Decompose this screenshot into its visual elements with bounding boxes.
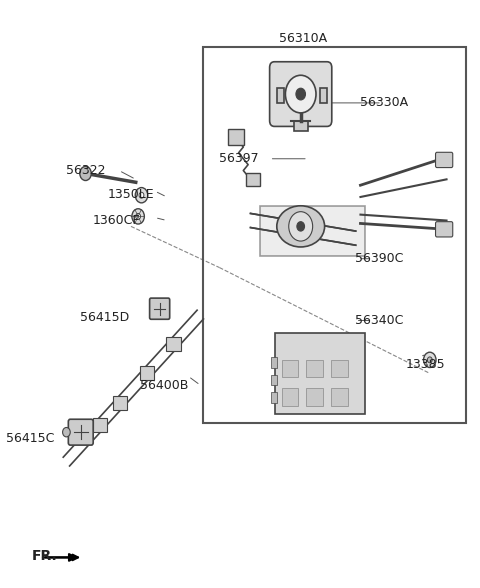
FancyBboxPatch shape [282, 388, 298, 406]
Circle shape [136, 213, 141, 219]
Circle shape [62, 427, 70, 437]
Circle shape [286, 75, 316, 113]
FancyBboxPatch shape [68, 419, 93, 445]
Text: 56340C: 56340C [355, 314, 404, 327]
FancyBboxPatch shape [167, 337, 180, 351]
FancyBboxPatch shape [331, 388, 348, 406]
FancyBboxPatch shape [435, 152, 453, 168]
Text: 56310A: 56310A [279, 32, 327, 45]
Text: 1360CF: 1360CF [93, 214, 140, 227]
Text: 56390C: 56390C [355, 252, 404, 265]
FancyBboxPatch shape [228, 129, 244, 145]
FancyBboxPatch shape [150, 298, 170, 319]
Circle shape [80, 166, 91, 181]
FancyBboxPatch shape [331, 360, 348, 377]
FancyBboxPatch shape [306, 360, 323, 377]
Circle shape [296, 88, 305, 100]
Text: 56322: 56322 [66, 164, 105, 177]
FancyBboxPatch shape [294, 121, 308, 131]
FancyBboxPatch shape [271, 375, 277, 385]
Text: 56330A: 56330A [360, 96, 408, 109]
Circle shape [427, 357, 432, 363]
FancyBboxPatch shape [435, 222, 453, 237]
Circle shape [289, 212, 312, 241]
FancyBboxPatch shape [320, 88, 327, 103]
Text: 56415D: 56415D [80, 311, 129, 324]
FancyBboxPatch shape [277, 88, 284, 103]
Circle shape [139, 192, 144, 198]
Text: 1350LE: 1350LE [108, 188, 154, 201]
FancyBboxPatch shape [140, 366, 154, 380]
Circle shape [135, 188, 148, 203]
FancyBboxPatch shape [282, 360, 298, 377]
FancyBboxPatch shape [275, 333, 365, 414]
Ellipse shape [277, 206, 324, 247]
FancyBboxPatch shape [113, 396, 127, 410]
FancyBboxPatch shape [306, 388, 323, 406]
Text: 13385: 13385 [405, 358, 445, 371]
Circle shape [423, 352, 436, 368]
FancyBboxPatch shape [260, 206, 365, 256]
Text: 56397: 56397 [219, 152, 258, 165]
FancyBboxPatch shape [246, 173, 260, 186]
FancyBboxPatch shape [271, 392, 277, 403]
Circle shape [132, 209, 144, 224]
Text: FR.: FR. [32, 549, 58, 563]
Text: 56400B: 56400B [140, 379, 189, 392]
FancyBboxPatch shape [93, 417, 107, 432]
FancyBboxPatch shape [270, 62, 332, 126]
Circle shape [297, 222, 304, 231]
Text: 56415C: 56415C [6, 432, 55, 445]
FancyBboxPatch shape [271, 357, 277, 368]
